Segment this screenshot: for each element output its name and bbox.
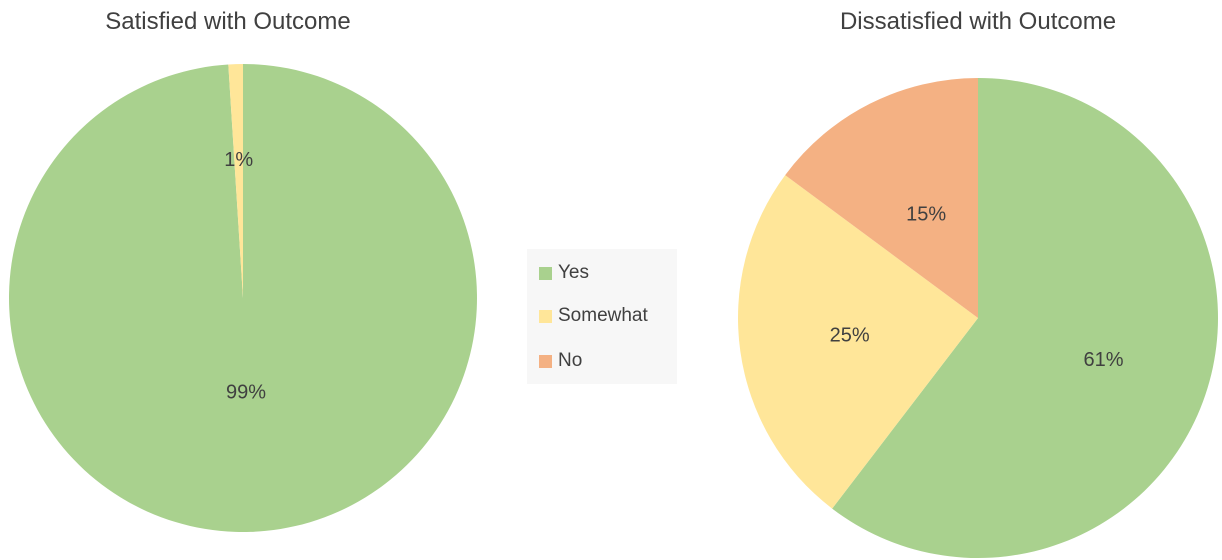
pie-slice-dissatisfied-yes [832,78,1218,558]
legend-item-no: No [539,349,582,373]
chart-title-satisfied: Satisfied with Outcome [105,8,351,35]
data-label-satisfied-yes: 99% [226,382,266,404]
chart-title-dissatisfied: Dissatisfied with Outcome [839,8,1117,35]
pie-slice-satisfied-yes [9,64,478,533]
legend: Yes Somewhat No [527,249,677,384]
data-label-satisfied-somewhat: 1% [224,149,253,171]
data-label-dissatisfied-no: 15% [906,203,946,225]
legend-swatch-yes [539,266,552,280]
legend-item-somewhat: Somewhat [539,304,648,328]
pie-slice-satisfied-somewhat [228,64,243,298]
pie-slice-dissatisfied-somewhat [737,175,978,509]
data-label-dissatisfied-yes: 61% [1083,349,1123,371]
legend-swatch-somewhat [539,309,552,323]
pie-slice-dissatisfied-no [785,78,978,318]
legend-label-no: No [558,350,583,371]
legend-label-yes: Yes [558,262,589,283]
data-label-dissatisfied-somewhat: 25% [830,324,870,346]
legend-label-somewhat: Somewhat [558,305,648,326]
legend-item-yes: Yes [539,261,589,285]
legend-swatch-no [539,354,552,368]
